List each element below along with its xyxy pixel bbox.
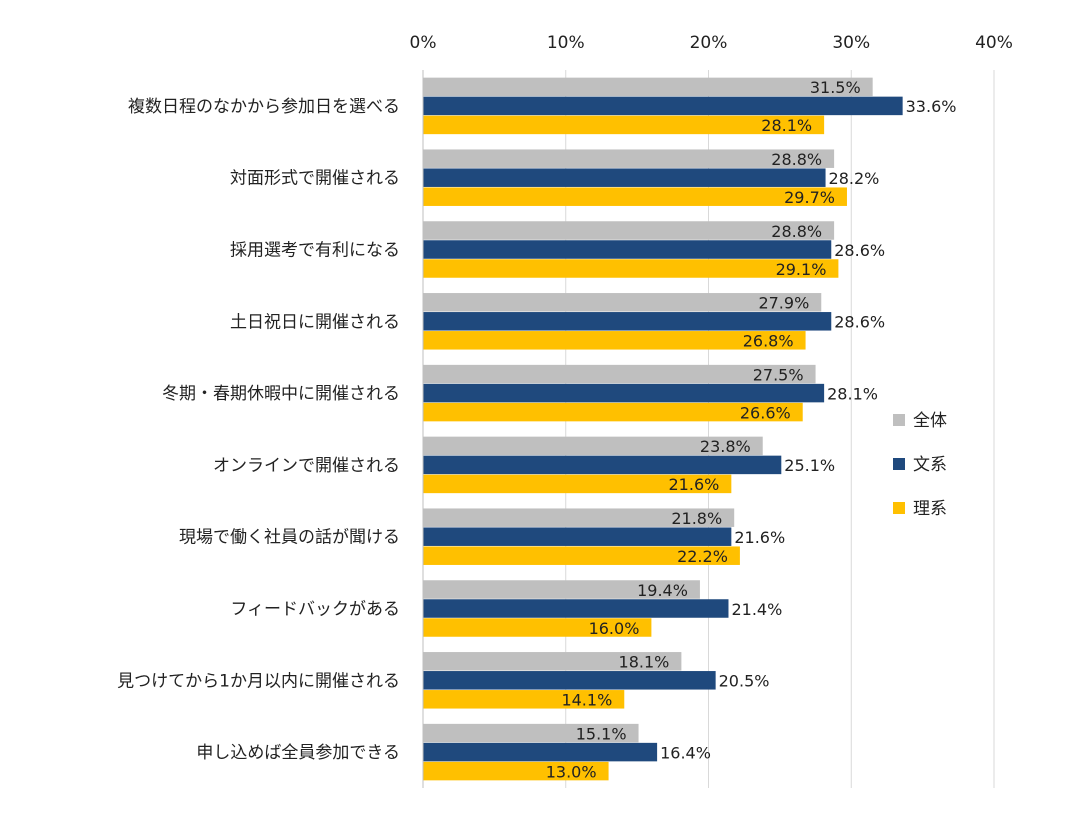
legend-label: 全体 [913, 411, 947, 431]
x-tick-label: 30% [832, 33, 870, 53]
bar-全体-3 [423, 293, 822, 312]
data-label: 26.8% [743, 332, 794, 351]
bar-全体-2 [423, 221, 835, 240]
bar-理系-2 [423, 259, 839, 278]
bar-文系-9 [423, 742, 658, 762]
bar-文系-3 [423, 312, 832, 331]
data-label: 21.6% [734, 528, 785, 547]
data-label: 28.6% [834, 241, 885, 260]
bar-文系-7 [423, 599, 729, 618]
data-label: 21.8% [671, 509, 722, 528]
data-label: 28.1% [761, 116, 812, 135]
bar-全体-0 [423, 77, 873, 97]
bar-文系-0 [423, 96, 903, 116]
bars [423, 77, 903, 781]
category-label: オンラインで開催される [213, 456, 400, 476]
bar-文系-6 [423, 527, 732, 546]
bar-理系-3 [423, 331, 806, 350]
data-label: 15.1% [576, 724, 627, 743]
x-tick-label: 40% [975, 33, 1013, 53]
data-label: 26.6% [740, 403, 791, 422]
data-label: 28.8% [771, 150, 822, 169]
bar-全体-4 [423, 364, 816, 384]
category-label: フィードバックがある [230, 600, 400, 620]
category-label: 土日祝日に開催される [230, 312, 400, 332]
data-label: 21.4% [731, 600, 782, 619]
bar-全体-6 [423, 508, 735, 527]
bar-全体-5 [423, 436, 763, 456]
data-label: 23.8% [700, 437, 751, 456]
legend-label: 理系 [913, 499, 947, 519]
data-label: 14.1% [561, 691, 612, 710]
bar-理系-1 [423, 187, 847, 206]
bar-文系-2 [423, 240, 832, 259]
category-label: 見つけてから1か月以内に開催される [117, 671, 400, 691]
bar-文系-5 [423, 455, 782, 475]
legend-swatch-文系 [893, 458, 905, 470]
bar-文系-8 [423, 671, 716, 690]
data-label: 31.5% [810, 78, 861, 97]
bar-理系-4 [423, 402, 803, 422]
data-label: 21.6% [669, 475, 720, 494]
data-label: 28.8% [771, 222, 822, 241]
data-label: 28.1% [827, 384, 878, 403]
x-tick-label: 0% [410, 33, 437, 53]
data-label: 16.0% [589, 619, 640, 638]
legend-label: 文系 [913, 455, 947, 475]
bar-理系-8 [423, 690, 625, 709]
data-label: 28.2% [829, 169, 880, 188]
category-label: 対面形式で開催される [230, 169, 400, 189]
bar-全体-1 [423, 149, 835, 168]
x-tick-label: 10% [547, 33, 585, 53]
bar-理系-6 [423, 546, 740, 565]
bar-全体-7 [423, 580, 700, 599]
legend-swatch-全体 [893, 414, 905, 426]
category-label: 現場で働く社員の話が聞ける [179, 528, 400, 548]
bar-理系-7 [423, 618, 652, 637]
bar-文系-4 [423, 383, 825, 403]
data-label: 25.1% [784, 456, 835, 475]
data-label: 22.2% [677, 547, 728, 566]
data-label: 29.7% [784, 188, 835, 207]
bar-全体-8 [423, 652, 682, 671]
category-label: 申し込めば全員参加できる [196, 743, 400, 763]
bar-文系-1 [423, 168, 826, 187]
category-label: 採用選考で有利になる [230, 241, 400, 261]
data-label: 29.1% [776, 260, 827, 279]
category-label: 冬期・春期休暇中に開催される [162, 384, 400, 404]
data-label: 27.9% [758, 294, 809, 313]
bar-全体-9 [423, 723, 639, 743]
bar-理系-0 [423, 115, 825, 135]
data-label: 16.4% [660, 743, 711, 762]
category-label: 複数日程のなかから参加日を選べる [128, 97, 400, 117]
bar-理系-9 [423, 761, 609, 781]
data-label: 20.5% [719, 672, 770, 691]
data-label: 27.5% [753, 365, 804, 384]
data-label: 33.6% [906, 97, 957, 116]
data-label: 19.4% [637, 581, 688, 600]
legend-swatch-理系 [893, 502, 905, 514]
category-labels: 複数日程のなかから参加日を選べる対面形式で開催される採用選考で有利になる土日祝日… [117, 97, 400, 763]
data-label: 18.1% [619, 653, 670, 672]
data-label: 28.6% [834, 313, 885, 332]
data-label: 13.0% [546, 762, 597, 781]
bar-理系-5 [423, 474, 732, 494]
x-tick-label: 20% [690, 33, 728, 53]
x-axis-ticks: 0% 10% 20% 30% 40% [410, 33, 1013, 53]
data-labels: 31.5% 33.6% 28.1% 28.8% 28.2%29.7% 28.8% 28.6%… [546, 78, 957, 781]
